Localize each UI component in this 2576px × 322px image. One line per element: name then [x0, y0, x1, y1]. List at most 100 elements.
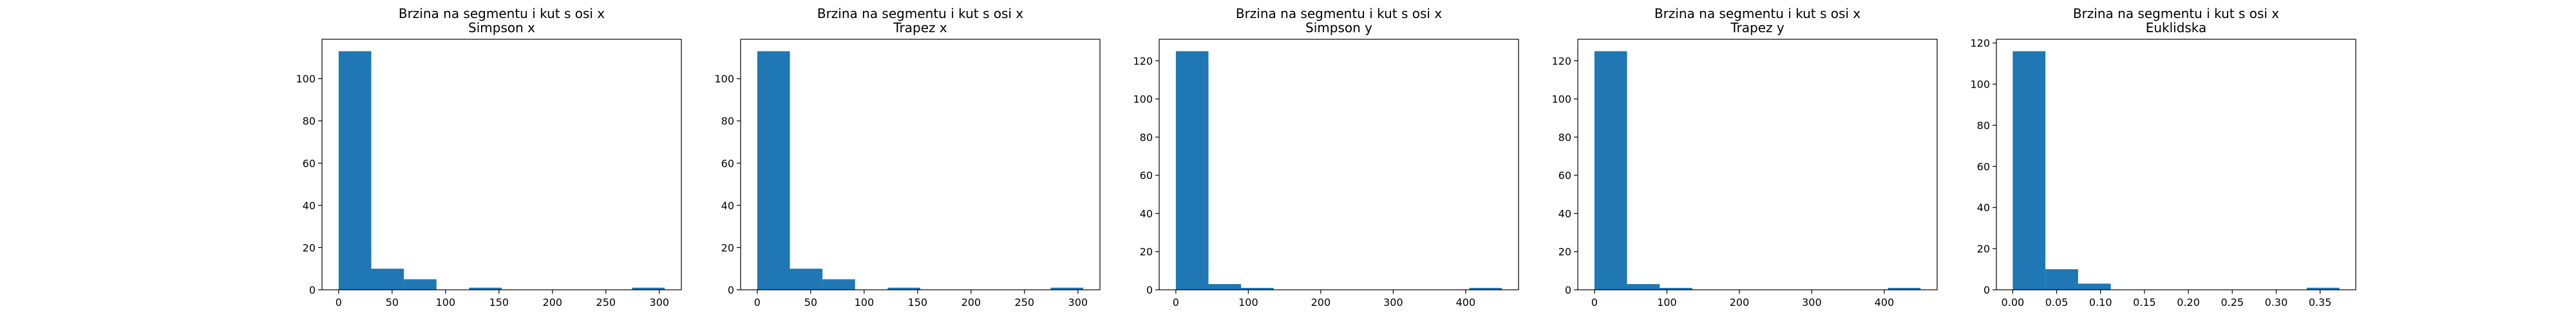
x-tick-label: 200	[961, 296, 981, 308]
axes-frame	[740, 39, 1101, 290]
y-tick-label: 100	[296, 73, 316, 85]
y-tick-label: 20	[1977, 243, 1990, 255]
histogram-bars	[1175, 51, 1502, 290]
histogram-bars	[1594, 51, 1921, 290]
y-tick-label: 20	[1140, 246, 1153, 258]
y-tick-label: 20	[721, 242, 734, 254]
y-axis: 0 20 40 60 80 100 120	[1551, 55, 1578, 296]
y-axis: 0 20 40 60 80 100	[714, 73, 741, 296]
y-tick-label: 60	[1558, 169, 1571, 182]
x-tick-label: 300	[1383, 296, 1403, 308]
x-tick-label: 200	[543, 296, 563, 308]
chart-subtitle: Trapez x	[893, 20, 947, 35]
x-tick-label: 250	[1015, 296, 1035, 308]
histogram-bar	[1660, 288, 1692, 290]
x-axis: 0.00 0.05 0.10 0.15 0.20 0.25 0.30 0.35	[2002, 290, 2332, 308]
histogram-bar	[632, 287, 665, 290]
histogram-bars	[757, 51, 1084, 290]
histogram-bar	[1241, 288, 1274, 290]
x-tick-label: 0	[336, 296, 342, 308]
chart-panel-simpson-y: Brzina na segmentu i kut s osi x Simpson…	[1133, 6, 1519, 308]
x-tick-label: 0.00	[2002, 296, 2025, 308]
x-tick-label: 0	[1173, 296, 1179, 308]
y-tick-label: 20	[303, 242, 316, 254]
histogram-bar	[469, 287, 502, 290]
x-axis: 0 50 100 150 200 250 300	[754, 290, 1088, 308]
y-tick-label: 40	[721, 200, 734, 212]
chart-subtitle: Euklidska	[2146, 20, 2207, 35]
y-tick-label: 80	[303, 115, 316, 128]
histogram-bar	[757, 51, 790, 290]
x-tick-label: 100	[855, 296, 875, 308]
x-tick-label: 0.05	[2045, 296, 2069, 308]
axes-frame	[1996, 39, 2356, 290]
y-axis: 0 20 40 60 80 100 120	[1970, 37, 1996, 296]
y-tick-label: 80	[1558, 131, 1571, 144]
x-tick-label: 100	[1238, 296, 1258, 308]
chart-panel-simpson-x: Brzina na segmentu i kut s osi x Simpson…	[296, 6, 682, 308]
y-tick-label: 120	[1970, 37, 1990, 50]
x-tick-label: 50	[804, 296, 817, 308]
x-tick-label: 0	[1591, 296, 1598, 308]
x-tick-label: 300	[1802, 296, 1822, 308]
y-tick-label: 80	[1977, 119, 1990, 131]
histogram-bar	[371, 269, 404, 290]
x-tick-label: 50	[386, 296, 399, 308]
y-tick-label: 0	[1565, 284, 1571, 296]
x-tick-label: 250	[596, 296, 616, 308]
histogram-bar	[404, 279, 437, 290]
y-tick-label: 40	[1140, 207, 1153, 220]
histogram-bars	[2012, 51, 2340, 290]
y-tick-label: 80	[721, 115, 734, 128]
histogram-bar	[1594, 51, 1627, 290]
histogram-bar	[1050, 287, 1084, 290]
histogram-bar	[1208, 284, 1242, 290]
x-tick-label: 100	[1657, 296, 1677, 308]
y-axis: 0 20 40 60 80 100	[296, 73, 322, 296]
y-tick-label: 60	[721, 157, 734, 169]
x-tick-label: 150	[908, 296, 928, 308]
histogram-bar	[887, 287, 920, 290]
chart-title: Brzina na segmentu i kut s osi x	[817, 6, 1023, 21]
x-tick-label: 0.10	[2089, 296, 2112, 308]
chart-panel-euklidska: Brzina na segmentu i kut s osi x Euklids…	[1970, 6, 2356, 308]
histogram-bar	[1888, 288, 1921, 290]
histogram-bar	[822, 279, 855, 290]
axes-frame	[1159, 39, 1519, 290]
chart-subtitle: Trapez y	[1730, 20, 1785, 35]
y-tick-label: 80	[1140, 131, 1153, 144]
chart-title: Brzina na segmentu i kut s osi x	[1236, 6, 1442, 21]
x-tick-label: 400	[1875, 296, 1895, 308]
y-tick-label: 120	[1133, 55, 1153, 67]
y-tick-label: 60	[1977, 160, 1990, 173]
x-tick-label: 0	[754, 296, 761, 308]
x-tick-label: 400	[1456, 296, 1476, 308]
chart-title: Brzina na segmentu i kut s osi x	[1654, 6, 1861, 21]
x-tick-label: 150	[489, 296, 509, 308]
histogram-bar	[2045, 269, 2078, 290]
y-tick-label: 0	[309, 284, 316, 296]
x-tick-label: 200	[1730, 296, 1750, 308]
y-tick-label: 100	[1133, 93, 1153, 106]
histogram-bar	[1175, 51, 1209, 290]
y-axis: 0 20 40 60 80 100 120	[1133, 55, 1159, 296]
histogram-bar	[338, 51, 372, 290]
chart-title: Brzina na segmentu i kut s osi x	[399, 6, 605, 21]
x-tick-label: 0.15	[2133, 296, 2156, 308]
x-axis: 0 100 200 300 400	[1591, 290, 1894, 308]
x-tick-label: 0.30	[2265, 296, 2288, 308]
x-tick-label: 300	[1068, 296, 1088, 308]
chart-panel-trapez-y: Brzina na segmentu i kut s osi x Trapez …	[1551, 6, 1938, 308]
y-tick-label: 120	[1551, 55, 1571, 67]
chart-title: Brzina na segmentu i kut s osi x	[2073, 6, 2279, 21]
histogram-bar	[1469, 288, 1502, 290]
y-tick-label: 40	[1558, 207, 1571, 220]
y-tick-label: 60	[303, 157, 316, 169]
x-axis: 0 50 100 150 200 250 300	[336, 290, 669, 308]
x-tick-label: 300	[650, 296, 670, 308]
x-tick-label: 0.35	[2309, 296, 2332, 308]
axes-frame	[321, 39, 682, 290]
x-tick-label: 0.20	[2177, 296, 2200, 308]
y-tick-label: 0	[1984, 284, 1990, 296]
